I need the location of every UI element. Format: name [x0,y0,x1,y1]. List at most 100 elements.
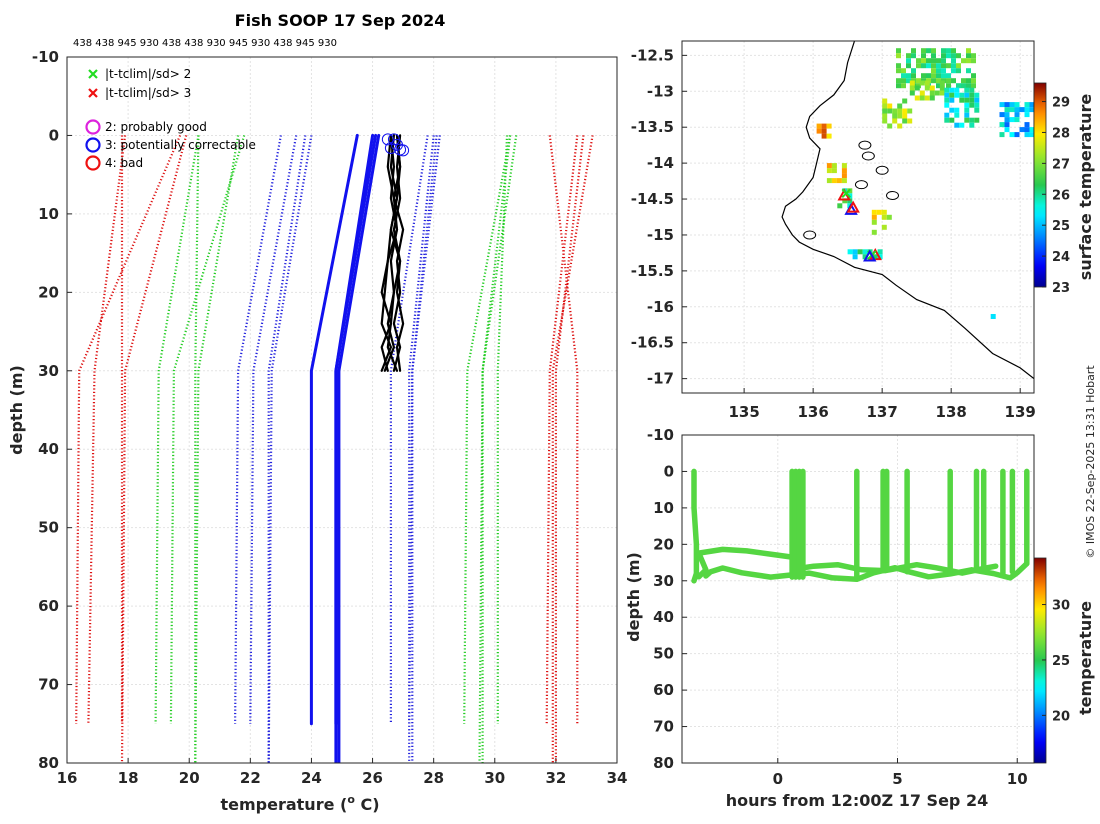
profile-line-clim-3sd-low-a [87,135,127,724]
island-outline [886,190,900,200]
flag-circle-marker [387,133,400,146]
dt-y-tick-label: 70 [653,718,674,736]
map-colorbar-tick-label: 25 [1052,219,1070,234]
x-tick-label: 28 [423,769,444,787]
map-lat-tick-label: -13 [647,82,674,100]
sst-pixel [939,80,945,86]
sst-pixel [946,73,951,79]
profile-series [75,133,594,763]
profile-line-clim-2sd-low-a [154,135,200,724]
sst-pixel [956,63,961,69]
sst-pixel [909,90,915,96]
dt-colorbar-tick-label: 25 [1052,654,1070,669]
sst-pixel [1004,117,1010,123]
sst-pixel [944,112,950,118]
sst-pixel [969,102,975,108]
sst-pixel [906,53,911,59]
island-outline [861,151,875,161]
sst-pixel [946,53,951,59]
map-lon-tick-label: 135 [728,403,759,421]
sst-pixel [936,63,941,69]
sst-pixel [954,92,960,98]
sst-pixel [897,103,903,109]
sst-pixel [882,103,888,109]
sst-pixel [949,87,955,93]
sst-pixel [821,123,827,129]
sst-pixel [921,53,926,59]
sst-pixel [964,102,970,108]
sst-pixel [999,122,1005,128]
sst-pixel [1014,117,1020,123]
sst-pixel [816,123,822,129]
sst-pixel [1019,107,1025,113]
sst-pixel [964,97,970,103]
sst-pixel [956,68,961,74]
sst-pixel [944,97,950,103]
legend-x-marker [88,69,98,79]
sst-pixel [1024,122,1030,128]
map-panel: 135 136 137 138 139 -12.5 -13 -13.5 -14 -14.5 -15 -… [631,40,1095,421]
profile-line-clim-2sd-low-d [194,135,240,763]
sst-pixel [951,53,956,59]
sst-pixel [826,133,832,139]
sst-pixel [936,58,941,64]
island-outline [858,140,872,150]
legend-label: |t-tclim|/sd> 2 [105,67,191,81]
sst-pixel [836,178,842,184]
sst-pixel [882,118,888,124]
sst-pixel [896,78,901,84]
sst-pixel [974,92,980,98]
sst-pixel [956,83,961,89]
sst-pixel [964,92,970,98]
profile-y-axis-label: depth (m) [7,365,26,455]
dt-y-tick-label: 40 [653,608,674,626]
map-colorbar-tick-label: 26 [1052,188,1070,203]
map-colorbar-tick-label: 29 [1052,96,1070,111]
sst-pixel [956,53,961,59]
dt-y-tick-label: 80 [653,754,674,772]
x-tick-label: 30 [484,769,505,787]
profile-line-clim-1sd-high-a [389,135,429,724]
sst-pixel [919,95,925,101]
sst-pixel [954,112,960,118]
sst-pixel [872,254,878,260]
sst-pixel [969,92,975,98]
sst-pixel [1004,102,1010,108]
sst-pixel [887,108,893,114]
sst-pixel [896,68,901,74]
map-lon-tick-label: 136 [797,403,828,421]
sst-pixel [926,48,931,54]
sst-pixel [946,63,951,69]
depth-time-x-axis-label: hours from 12:00Z 17 Sep 24 [726,791,988,810]
legend-label: 2: probably good [105,120,207,134]
sst-pixel [934,90,940,96]
sst-pixel [954,107,960,113]
sst-pixel [911,48,916,54]
sst-pixel [929,95,935,101]
sst-pixel [907,108,913,114]
legend-label: 3: potentially correctable [105,138,256,152]
map-lat-tick-label: -17 [647,370,674,388]
sst-pixel [897,108,903,114]
y-tick-label: 60 [38,597,59,615]
profile-line-clim-3sd-high-d [551,135,594,763]
depth-time-tracks [691,468,1030,584]
sst-pixel [966,58,971,64]
sst-pixel [971,58,976,64]
sst-pixel [944,117,950,123]
profile-line-clim-2sd-high-c [496,135,509,724]
map-lat-tick-label: -16.5 [631,334,674,352]
profile-line-obs-6 [380,134,399,372]
sst-pixel [921,58,926,64]
sst-pixel [1014,107,1020,113]
dt-colorbar-tick-label: 20 [1052,709,1070,724]
sst-pixel [946,83,951,89]
sst-pixel [946,78,951,84]
map-colorbar [1033,82,1047,288]
dt-colorbar-tick-label: 30 [1052,599,1070,614]
sst-pixel [921,73,926,79]
sst-pixel [951,48,956,54]
sst-pixel [971,78,976,84]
profile-line-clim-1sd-high-c [411,135,441,763]
sst-pixel [896,48,901,54]
